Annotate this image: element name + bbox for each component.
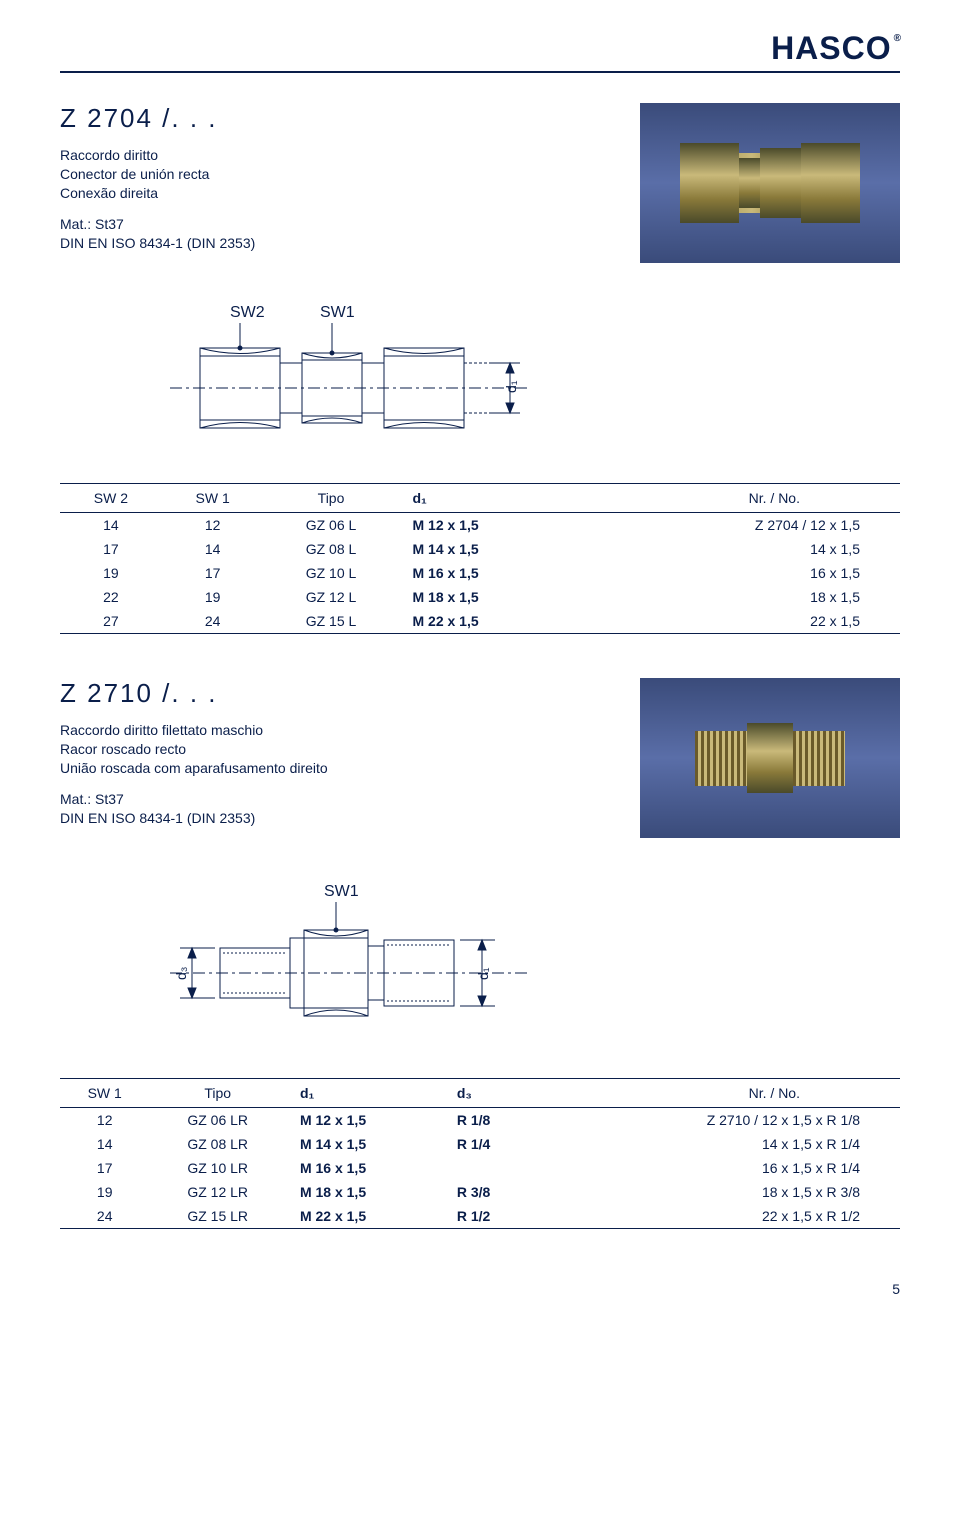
diagram2-sw1-label: SW1 bbox=[324, 883, 359, 900]
section-1-table: SW 2 SW 1 Tipo d₁ Nr. / No. 1412GZ 06 LM… bbox=[60, 483, 900, 634]
section-2-description: Raccordo diritto filettato maschio Racor… bbox=[60, 721, 640, 778]
section-2-diagram: SW1 d₃ d₁ bbox=[160, 868, 900, 1048]
brand-logo-text: HASCO bbox=[771, 30, 892, 66]
t2-h-sw1: SW 1 bbox=[60, 1079, 149, 1108]
t1-h-nr: Nr. / No. bbox=[577, 484, 900, 513]
table-row: 17GZ 10 LRM 16 x 1,516 x 1,5 x R 1/4 bbox=[60, 1156, 900, 1180]
brand-logo: HASCO® bbox=[771, 30, 900, 67]
section-1-header: Z 2704 /. . . Raccordo diritto Conector … bbox=[60, 103, 900, 263]
section-1-diagram: SW2 SW1 d₁ bbox=[160, 293, 900, 453]
t2-h-tipo: Tipo bbox=[149, 1079, 286, 1108]
section-2-header: Z 2710 /. . . Raccordo diritto filettato… bbox=[60, 678, 900, 838]
diagram1-sw1-label: SW1 bbox=[320, 304, 355, 321]
section-1-code: Z 2704 /. . . bbox=[60, 103, 640, 134]
table-row: 1412GZ 06 LM 12 x 1,5Z 2704 / 12 x 1,5 bbox=[60, 513, 900, 538]
table-row: 1714GZ 08 LM 14 x 1,514 x 1,5 bbox=[60, 537, 900, 561]
table-row: 2219GZ 12 LM 18 x 1,518 x 1,5 bbox=[60, 585, 900, 609]
t1-h-sw1: SW 1 bbox=[162, 484, 264, 513]
table-row: 2724GZ 15 LM 22 x 1,522 x 1,5 bbox=[60, 609, 900, 633]
t2-h-d1: d₁ bbox=[286, 1079, 443, 1108]
diagram2-d3-label: d₃ bbox=[173, 967, 189, 981]
diagram1-d1-label: d₁ bbox=[503, 380, 519, 393]
page-number: 5 bbox=[892, 1281, 900, 1297]
section-1-description: Raccordo diritto Conector de unión recta… bbox=[60, 146, 640, 203]
table-row: 12GZ 06 LRM 12 x 1,5R 1/8Z 2710 / 12 x 1… bbox=[60, 1108, 900, 1133]
section-1-photo bbox=[640, 103, 900, 263]
section-2-code: Z 2710 /. . . bbox=[60, 678, 640, 709]
section-2-photo bbox=[640, 678, 900, 838]
section-2-table: SW 1 Tipo d₁ d₃ Nr. / No. 12GZ 06 LRM 12… bbox=[60, 1078, 900, 1229]
table-row: 19GZ 12 LRM 18 x 1,5R 3/818 x 1,5 x R 3/… bbox=[60, 1180, 900, 1204]
table-row: 1917GZ 10 LM 16 x 1,516 x 1,5 bbox=[60, 561, 900, 585]
table-row: 14GZ 08 LRM 14 x 1,5R 1/414 x 1,5 x R 1/… bbox=[60, 1132, 900, 1156]
table-row: 24GZ 15 LRM 22 x 1,5R 1/222 x 1,5 x R 1/… bbox=[60, 1204, 900, 1228]
t1-h-d1: d₁ bbox=[398, 484, 577, 513]
t2-h-d3: d₃ bbox=[443, 1079, 542, 1108]
t2-h-nr: Nr. / No. bbox=[542, 1079, 900, 1108]
header: HASCO® bbox=[60, 30, 900, 73]
t1-h-sw2: SW 2 bbox=[60, 484, 162, 513]
t1-h-tipo: Tipo bbox=[264, 484, 399, 513]
section-1-material: Mat.: St37 DIN EN ISO 8434-1 (DIN 2353) bbox=[60, 215, 640, 253]
diagram2-d1-label: d₁ bbox=[475, 967, 491, 980]
diagram1-sw2-label: SW2 bbox=[230, 304, 265, 321]
section-2-material: Mat.: St37 DIN EN ISO 8434-1 (DIN 2353) bbox=[60, 790, 640, 828]
